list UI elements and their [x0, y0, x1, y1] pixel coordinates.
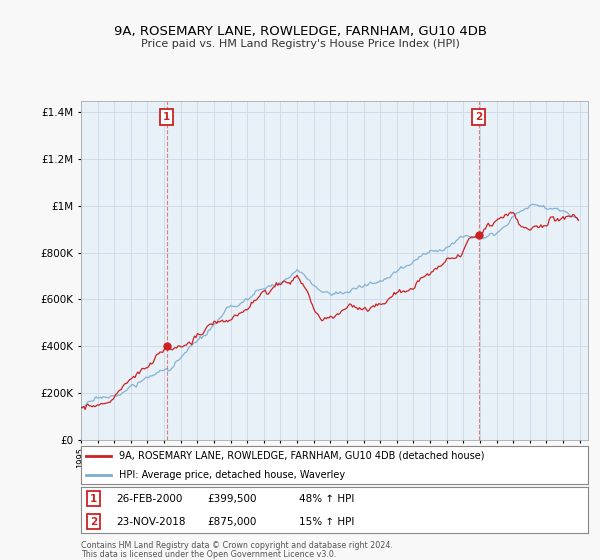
Text: 2: 2 — [475, 112, 482, 122]
Text: 26-FEB-2000: 26-FEB-2000 — [116, 494, 183, 503]
Text: 9A, ROSEMARY LANE, ROWLEDGE, FARNHAM, GU10 4DB: 9A, ROSEMARY LANE, ROWLEDGE, FARNHAM, GU… — [113, 25, 487, 38]
Text: £875,000: £875,000 — [208, 517, 257, 526]
Text: 1: 1 — [163, 112, 170, 122]
Text: 15% ↑ HPI: 15% ↑ HPI — [299, 517, 355, 526]
Text: £399,500: £399,500 — [208, 494, 257, 503]
Text: HPI: Average price, detached house, Waverley: HPI: Average price, detached house, Wave… — [119, 470, 345, 480]
Text: 48% ↑ HPI: 48% ↑ HPI — [299, 494, 355, 503]
Text: Price paid vs. HM Land Registry's House Price Index (HPI): Price paid vs. HM Land Registry's House … — [140, 39, 460, 49]
Text: 23-NOV-2018: 23-NOV-2018 — [116, 517, 186, 526]
Text: 9A, ROSEMARY LANE, ROWLEDGE, FARNHAM, GU10 4DB (detached house): 9A, ROSEMARY LANE, ROWLEDGE, FARNHAM, GU… — [119, 451, 485, 461]
Text: 1: 1 — [90, 494, 97, 503]
Text: This data is licensed under the Open Government Licence v3.0.: This data is licensed under the Open Gov… — [81, 550, 337, 559]
Text: Contains HM Land Registry data © Crown copyright and database right 2024.: Contains HM Land Registry data © Crown c… — [81, 541, 393, 550]
Text: 2: 2 — [90, 517, 97, 526]
